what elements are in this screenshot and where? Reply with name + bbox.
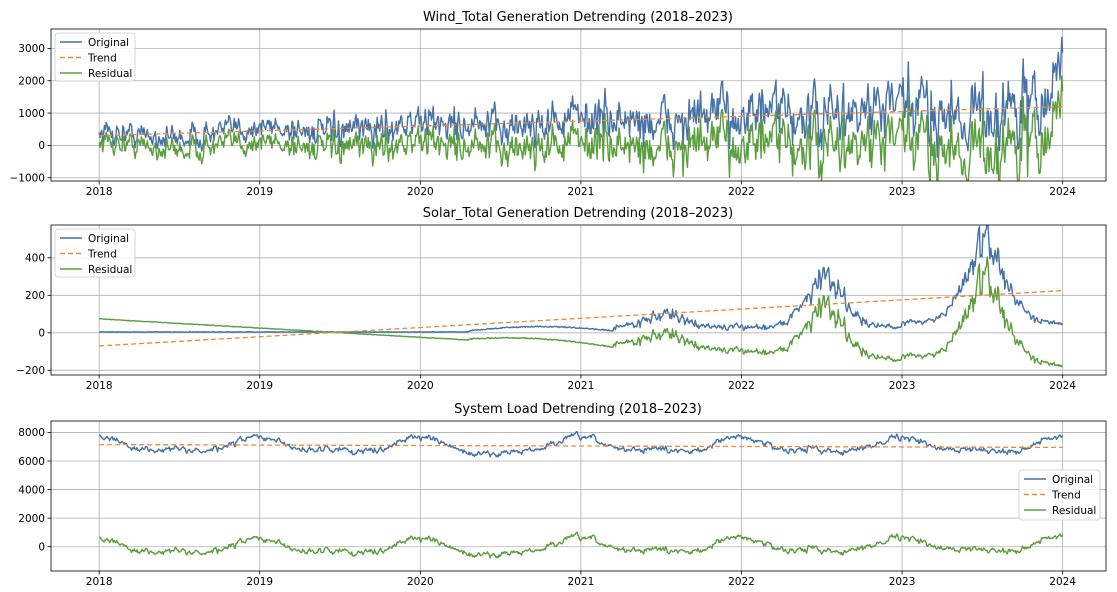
load-series-trend xyxy=(99,443,1063,449)
load-y-tick-label: 6000 xyxy=(18,456,45,468)
wind-y-tick-label: 1000 xyxy=(18,108,45,120)
load-legend: Original Trend Residual xyxy=(1018,469,1101,521)
solar-legend-label-residual: Residual xyxy=(88,264,132,276)
load-panel: System Load Detrending (2018–2023) 2018 2… xyxy=(18,402,1107,588)
wind-x-tick-label: 2018 xyxy=(86,186,113,198)
solar-series-trend xyxy=(99,289,1063,347)
wind-y-tick-label: 2000 xyxy=(18,76,45,88)
wind-y-axis: −1000 0 1000 2000 3000 xyxy=(9,43,51,185)
wind-y-tick-label: −1000 xyxy=(9,173,45,185)
wind-legend: Original Trend Residual xyxy=(54,32,136,82)
solar-x-tick-label: 2019 xyxy=(246,380,273,392)
solar-chart-title: Solar_Total Generation Detrending (2018–… xyxy=(423,206,733,221)
wind-x-tick-label: 2020 xyxy=(407,186,434,198)
load-x-tick-label: 2019 xyxy=(246,576,273,588)
solar-grid xyxy=(51,225,1106,375)
wind-chart-title: Wind_Total Generation Detrending (2018–2… xyxy=(423,10,733,25)
solar-axes-frame xyxy=(50,224,1107,376)
load-series-residual xyxy=(98,531,1064,559)
solar-y-tick-label: 200 xyxy=(25,290,45,302)
solar-legend: Original Trend Residual xyxy=(54,228,136,278)
wind-y-tick-label: 3000 xyxy=(18,43,45,55)
solar-x-tick-label: 2022 xyxy=(728,380,755,392)
load-x-axis: 2018 2019 2020 2021 2022 2023 2024 xyxy=(86,571,1076,588)
wind-series-original xyxy=(98,36,1064,158)
solar-x-tick-label: 2020 xyxy=(407,380,434,392)
solar-y-tick-label: 400 xyxy=(25,253,45,265)
load-x-tick-label: 2018 xyxy=(86,576,113,588)
solar-x-tick-label: 2018 xyxy=(86,380,113,392)
wind-series-trend xyxy=(99,105,1063,137)
load-plot-area xyxy=(98,430,1064,559)
wind-legend-label-trend: Trend xyxy=(87,52,117,64)
solar-y-tick-label: −200 xyxy=(16,365,45,377)
load-legend-label-trend: Trend xyxy=(1051,489,1081,501)
load-chart-title: System Load Detrending (2018–2023) xyxy=(454,402,702,417)
wind-x-tick-label: 2022 xyxy=(728,186,755,198)
solar-series-residual xyxy=(98,256,1064,368)
wind-x-tick-label: 2024 xyxy=(1049,186,1076,198)
solar-series-original xyxy=(98,225,1064,333)
wind-legend-box xyxy=(54,32,136,82)
wind-x-tick-label: 2023 xyxy=(889,186,916,198)
solar-plot-area xyxy=(98,225,1064,368)
wind-x-axis: 2018 2019 2020 2021 2022 2023 2024 xyxy=(86,181,1076,198)
load-y-tick-label: 2000 xyxy=(18,513,45,525)
load-x-tick-label: 2023 xyxy=(889,576,916,588)
load-y-tick-label: 0 xyxy=(38,542,45,554)
solar-x-tick-label: 2023 xyxy=(889,380,916,392)
load-series-group xyxy=(98,430,1064,559)
solar-x-tick-label: 2024 xyxy=(1049,380,1076,392)
load-legend-label-residual: Residual xyxy=(1052,505,1096,517)
load-series-original xyxy=(98,430,1064,458)
wind-series-residual xyxy=(98,75,1064,181)
solar-y-tick-label: 0 xyxy=(38,328,45,340)
solar-legend-box xyxy=(54,228,136,278)
wind-x-tick-label: 2019 xyxy=(246,186,273,198)
wind-legend-label-original: Original xyxy=(88,37,129,49)
solar-x-axis: 2018 2019 2020 2021 2022 2023 2024 xyxy=(86,375,1076,392)
wind-x-tick-label: 2021 xyxy=(568,186,595,198)
solar-series-group xyxy=(98,225,1064,368)
solar-legend-label-trend: Trend xyxy=(87,248,117,260)
wind-panel: Wind_Total Generation Detrending (2018–2… xyxy=(9,10,1107,198)
load-x-tick-label: 2020 xyxy=(407,576,434,588)
solar-panel: Solar_Total Generation Detrending (2018–… xyxy=(16,206,1107,392)
load-y-tick-label: 4000 xyxy=(18,484,45,496)
solar-x-tick-label: 2021 xyxy=(568,380,595,392)
wind-plot-area xyxy=(98,36,1064,181)
wind-legend-label-residual: Residual xyxy=(88,68,132,80)
load-y-axis: 0 2000 4000 6000 8000 xyxy=(18,427,51,554)
load-legend-label-original: Original xyxy=(1052,474,1093,486)
solar-legend-label-original: Original xyxy=(88,233,129,245)
wind-y-tick-label: 0 xyxy=(38,140,45,152)
load-grid xyxy=(51,421,1106,571)
load-y-tick-label: 8000 xyxy=(18,427,45,439)
wind-series-group xyxy=(98,36,1064,181)
load-axes-frame xyxy=(50,420,1107,572)
wind-axes-frame xyxy=(50,28,1107,182)
load-legend-box xyxy=(1018,469,1101,521)
load-x-tick-label: 2021 xyxy=(568,576,595,588)
load-x-tick-label: 2024 xyxy=(1049,576,1076,588)
load-x-tick-label: 2022 xyxy=(728,576,755,588)
solar-y-axis: −200 0 200 400 xyxy=(16,253,51,377)
